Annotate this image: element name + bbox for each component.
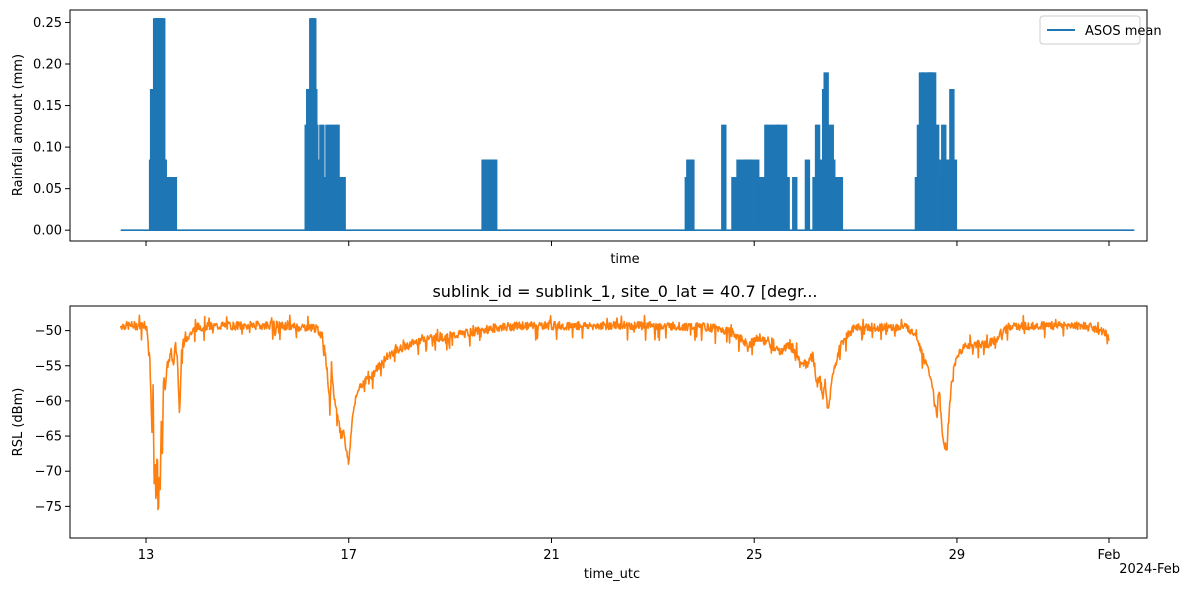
rsl-y-tick-label: −75 — [35, 500, 62, 515]
rsl-x-offset-label: 2024-Feb — [1119, 562, 1180, 577]
rainfall-spike — [951, 159, 958, 231]
rainfall-spike — [837, 177, 844, 231]
rsl-x-tick-label: 29 — [949, 548, 966, 563]
rainfall-spike — [340, 177, 346, 231]
rainfall-legend: ASOS mean — [1039, 15, 1162, 45]
rsl-x-tick-label: 13 — [138, 548, 155, 563]
legend-frame — [1039, 15, 1141, 45]
rainfall-spike — [784, 177, 790, 231]
rainfall-y-tick-label: 0.10 — [33, 141, 62, 156]
rsl-x-tick-label: 17 — [340, 548, 357, 563]
rainfall-spike — [792, 177, 798, 231]
rainfall-spike — [721, 124, 727, 231]
rsl-y-axis-label: RSL (dBm) — [11, 388, 26, 457]
legend-label-asos-mean: ASOS mean — [1085, 24, 1162, 39]
rsl-series-group — [119, 314, 1110, 511]
rsl-y-tick-label: −70 — [35, 465, 62, 480]
rainfall-series-group — [120, 18, 1135, 231]
rainfall-axes-frame — [69, 9, 1148, 242]
rainfall-y-tick-label: 0.00 — [33, 224, 62, 239]
rsl-x-ticks: 13 17 21 25 29 Feb — [138, 538, 1121, 563]
rainfall-y-tick-label: 0.05 — [33, 182, 62, 197]
rainfall-y-axis-label: Rainfall amount (mm) — [11, 54, 26, 196]
rainfall-spike — [689, 159, 695, 231]
rainfall-y-ticks: 0.00 0.05 0.10 0.15 0.20 0.25 — [33, 16, 70, 239]
rainfall-spike — [492, 159, 498, 231]
rsl-x-tick-label: 21 — [543, 548, 560, 563]
rsl-y-tick-label: −60 — [35, 394, 62, 409]
rsl-plot-title: sublink_id = sublink_1, site_0_lat = 40.… — [432, 282, 817, 302]
rsl-x-tick-label: Feb — [1097, 548, 1120, 563]
rsl-y-tick-label: −50 — [35, 324, 62, 339]
rsl-axes: sublink_id = sublink_1, site_0_lat = 40.… — [11, 282, 1180, 582]
rainfall-spike — [804, 159, 811, 231]
rsl-y-tick-label: −55 — [35, 359, 62, 374]
rsl-x-axis-label: time_utc — [584, 567, 640, 582]
rsl-x-tick-label: 25 — [746, 548, 763, 563]
rsl-axes-frame — [69, 305, 1148, 539]
rainfall-y-tick-label: 0.15 — [33, 99, 62, 114]
rainfall-x-ticks — [145, 241, 1110, 246]
rainfall-axes: 0.00 0.05 0.10 0.15 0.20 0.25 time Rainfall a… — [11, 9, 1162, 267]
rsl-y-ticks: −75 −70 −65 −60 −55 −50 — [35, 324, 70, 515]
rainfall-y-tick-label: 0.20 — [33, 58, 62, 73]
rainfall-spike — [171, 177, 178, 231]
rainfall-x-axis-label: time — [610, 252, 639, 267]
rsl-y-tick-label: −65 — [35, 430, 62, 445]
rsl-series-line — [119, 314, 1110, 511]
rainfall-y-tick-label: 0.25 — [33, 16, 62, 31]
rainfall-spike — [731, 177, 737, 231]
